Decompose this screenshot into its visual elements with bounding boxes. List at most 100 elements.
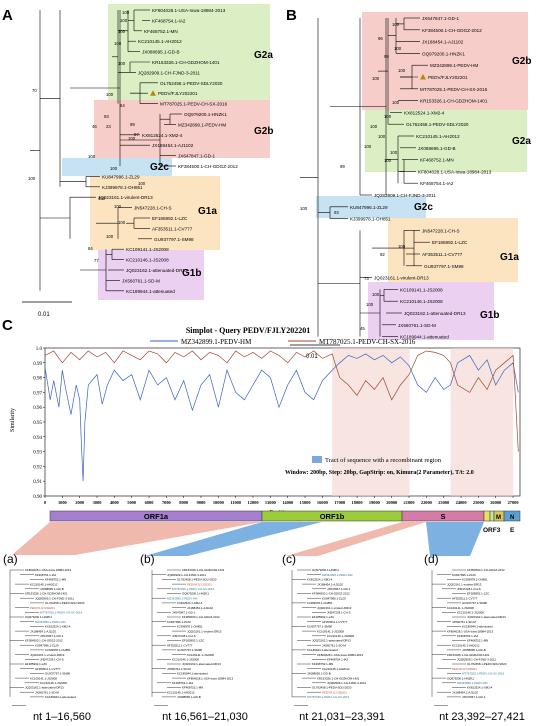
group-label-g1b-b: G1b (480, 310, 499, 321)
subtree-taxon: JX188454.1-AJ1102 (317, 582, 343, 586)
subtree-taxon: KF384500.1-CH-GDGZ-2012 (182, 615, 220, 619)
scale-label-a: 0.01 (38, 312, 50, 318)
subtree-taxon: JX647847.1-GD-1 (40, 634, 64, 638)
panel-c-letter: C (2, 317, 13, 334)
subtree-taxon: OL762458.1-PEDV-SDLY2020 (177, 578, 217, 582)
panel-b-letter: B (286, 7, 297, 24)
taxon-label: KU847996.1-ZL29 (350, 205, 388, 210)
subtree-taxon: KC210146.1-JS2008 (327, 634, 354, 638)
subtree-taxon: KR153326.1-CH-GDZHOM-1401 (25, 592, 68, 596)
subtree-taxon: EF185992.1-LZC (467, 592, 489, 596)
bootstrap-value: 97 (134, 132, 139, 137)
subtree-taxon: JQ023161.1-virulent-DR13 (187, 629, 222, 633)
subtree-taxon: KC210145.1-AH2012 (167, 690, 195, 694)
bootstrap-value: 100 (88, 154, 96, 159)
group-label-g2b-b: G2b (512, 56, 531, 67)
bootstrap-value: 100 (106, 234, 114, 239)
subtree-taxon: JX188454.1-AJ1102 (30, 629, 56, 633)
subtree-taxon: JX088695.1-GD-B (40, 587, 64, 591)
bootstrap-value: 70 (32, 88, 37, 93)
subtree-taxon: KC189944.1-attenuated (307, 648, 338, 652)
bootstrap-value: 100 (370, 124, 378, 129)
bootstrap-value: 100 (372, 76, 380, 81)
subtree-taxon: JN547228.1-CH-S (327, 611, 351, 615)
bootstrap-value: 100 (128, 136, 136, 141)
taxon-label: GU937797.1-SM98 (424, 264, 464, 269)
x-tick-label: 0 (44, 500, 47, 505)
gene-label-orf1b: ORF1b (320, 512, 345, 521)
taxon-label: KC189944.1-attenuated (126, 289, 175, 294)
taxon-label: OL762458.1-PEDV-SDLY2020 (160, 81, 223, 86)
bootstrap-value: 100 (114, 41, 122, 46)
taxon-label: KC189944.1-attenuated (400, 335, 449, 340)
x-tick-label: 17000 (334, 500, 346, 505)
subpanel-d-letter: (d) (424, 552, 439, 566)
subtree-taxon: KU847996.1-ZL29 (167, 620, 191, 624)
subtree-taxon: KR153326.1-CH-GDZHOM-1401 (447, 653, 490, 657)
bootstrap-value: 100 (118, 220, 126, 225)
subtree-taxon: GU937797.1-SM98 (462, 601, 487, 605)
subtree-taxon: OL762458.1-PEDV-SDLY2020 (467, 662, 507, 666)
group-label-g1a-a: G1a (198, 206, 217, 217)
taxon-label: MT787025.1-PEDV-CH-SX-2016 (420, 87, 488, 92)
g2a-box-b (365, 110, 527, 172)
subtree-taxon: OQ979200.1-HNZK1 (182, 592, 209, 596)
subtree-taxon: KC189944.1-attenuated (177, 672, 208, 676)
y-tick-label: 0.99 (33, 362, 42, 367)
subtree-taxon: OQ979200.1-HNZK1 (312, 568, 339, 572)
subtree-taxon: EF185992.1-LZC (312, 615, 334, 619)
y-tick-label: 0.92 (33, 465, 42, 470)
taxon-label: KC109141.1-JS2008 (400, 287, 443, 292)
x-tick-label: 6000 (145, 500, 155, 505)
bootstrap-value: 77 (94, 258, 99, 263)
subtree-taxon: KJ399978.1-OH851 (462, 578, 488, 582)
taxon-label: KF384500.1-CH-GDGZ-2012 (178, 164, 238, 169)
g1b-box-a (98, 250, 204, 300)
group-label-g2a-a: G2a (254, 50, 273, 61)
subtree-taxon: JX560761.1-SD-M (322, 643, 346, 647)
subtree-taxon: KR153326.1-CH-GDZHOM-1401 (182, 568, 225, 572)
subtree-taxon: GU937797.1-SM98 (177, 648, 202, 652)
subtree-taxon: MZ342899.1-PEDV-HM (167, 596, 198, 600)
subtree-taxon: GU937797.1-SM98 (45, 672, 70, 676)
x-tick-label: 20000 (386, 500, 398, 505)
subtree-taxon: KF468752.1-MN (312, 662, 333, 666)
subtree-taxon: KF384500.1-CH-GDGZ-2012 (312, 592, 350, 596)
subtree-taxon: KX812524.1-XM2-4 (177, 601, 203, 605)
taxon-label: KJ399978.1-OH851 (102, 185, 143, 190)
gene-label-m: M (496, 515, 501, 521)
subtree-taxon: KC210146.1-JS2008 (457, 611, 484, 615)
group-label-g2c-b: G2c (414, 202, 433, 213)
taxon-label: MZ342899.1-PEDV-HM (178, 122, 226, 127)
x-tick-label: 4000 (110, 500, 120, 505)
bootstrap-value: 100 (300, 206, 308, 211)
subtree-taxon: KC189944.1-attenuated (45, 695, 76, 699)
taxon-label: JX188454.1-AJ1102 (152, 143, 194, 148)
taxon-label: KX812524.1-XM2-4 (142, 133, 183, 138)
bootstrap-value: 99 (384, 54, 389, 59)
gene-label-s: S (440, 512, 445, 521)
subtree-drawings: KF804028.1-USA-Iowa-18984-2013KF468754.1… (9, 568, 507, 706)
subtree-taxon: KC210145.1-AH2012 (452, 643, 480, 647)
subtree-taxon: JQ023162.1-attenuated-DR13 (312, 639, 351, 643)
x-tick-label: 13000 (265, 500, 277, 505)
x-tick-label: 10000 (213, 500, 225, 505)
bootstrap-value: 100 (390, 150, 398, 155)
subtree-taxon: JX560761.1-SD-M (452, 620, 476, 624)
taxon-label: KJ399978.1-OH851 (350, 217, 391, 222)
subtree-taxon: KF804028.1-USA-Iowa-18984-2013 (25, 568, 72, 572)
subtree-taxon: KC189944.1-attenuated (462, 625, 493, 629)
taxon-label: KF384500.1-CH-GDGZ-2012 (422, 28, 482, 33)
taxon-label: AF353511.1-CV777 (152, 226, 193, 231)
subpanel-a-letter: (a) (3, 552, 18, 566)
taxon-label: KR153326.1-CH-GDZHOM-1401 (420, 99, 488, 104)
taxon-label: KF468754.1-IA2 (420, 181, 454, 186)
subtree-taxon: KF468754.1-IA2 (35, 573, 56, 577)
subtree-taxon: MT787025.1-PEDV-CH-SX-2016 (307, 695, 350, 699)
subtree-taxon: JX088695.1-GD-B (462, 648, 486, 652)
taxon-label: KU847996.1-ZL29 (102, 174, 140, 179)
bootstrap-value: 82 (380, 252, 385, 257)
subtree-taxon: KX812524.1-XM2-4 (45, 625, 71, 629)
subtree-taxon: JX188454.1-AJ1102 (452, 690, 478, 694)
bootstrap-value: 23 (106, 124, 111, 129)
